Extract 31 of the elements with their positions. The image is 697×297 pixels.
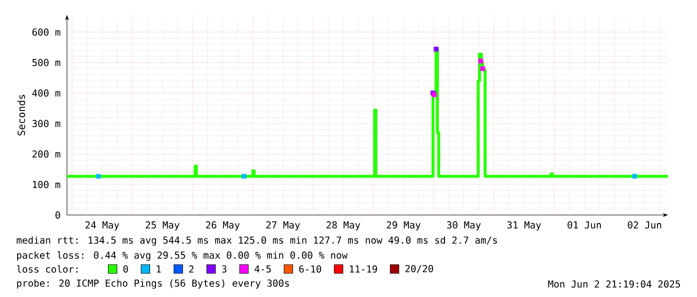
legend-label: 20/20 <box>405 264 434 274</box>
legend-label: 6-10 <box>299 265 322 273</box>
y-tick-label: 0 <box>56 211 60 219</box>
x-tick-label: 31 May <box>507 221 542 230</box>
x-tick-label: 02 Jun <box>628 221 662 229</box>
legend-label: 11-19 <box>350 265 378 273</box>
y-tick-label: 600 m <box>32 28 60 36</box>
y-tick-label: 300 m <box>32 120 60 128</box>
y-tick-label: 500 m <box>32 58 60 66</box>
x-tick-label: 01 Jun <box>568 221 601 229</box>
y-tick-label: 200 m <box>32 150 60 158</box>
x-tick-label: 25 May <box>146 221 180 230</box>
x-tick-label: 29 May <box>386 221 420 230</box>
legend-label: 3 <box>222 265 226 273</box>
y-tick-label: 100 m <box>32 180 60 188</box>
y-tick-label: 400 m <box>32 89 60 97</box>
legend-label: 1 <box>156 265 161 272</box>
text: Mon Jun 2 21:19:04 2025 <box>548 280 680 288</box>
x-tick-label: 28 May <box>326 221 360 230</box>
x-tick-label: 26 May <box>206 221 240 230</box>
x-tick-label: 30 May <box>447 221 481 230</box>
text: median rtt: 134.5 ms avg 544.5 ms max 125.0 ms min 127.7 ms now 49.0 ms sd 2.7 am/s <box>16 236 497 246</box>
text: probe: 20 ICMP Echo Pings (56 Bytes) every 300s <box>17 279 289 289</box>
legend-title: loss color: <box>17 265 78 273</box>
text: packet loss: 0.44 % avg 29.55 % max 0.00 % min 0.00 % now <box>17 251 348 261</box>
legend-label: 0 <box>123 265 128 273</box>
legend-label: 2 <box>189 265 194 273</box>
legend-label: 4-5 <box>254 265 271 273</box>
y-axis-title: Seconds <box>17 94 26 136</box>
x-tick-label: 24 May <box>86 221 120 230</box>
x-tick-label: 27 May <box>266 221 300 230</box>
